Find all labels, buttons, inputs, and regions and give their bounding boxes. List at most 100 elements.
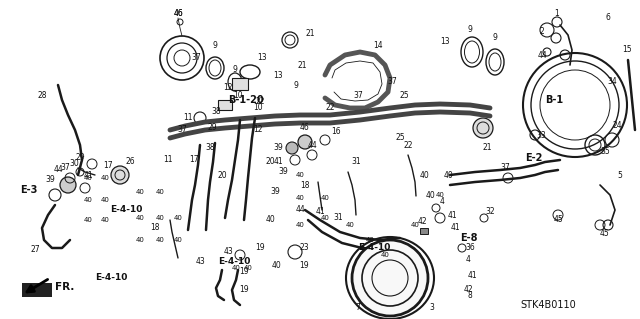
Text: 40: 40 xyxy=(365,237,374,243)
Text: 38: 38 xyxy=(205,144,215,152)
Text: 18: 18 xyxy=(300,181,310,189)
Text: 2: 2 xyxy=(540,27,545,36)
Text: 45: 45 xyxy=(599,229,609,239)
Text: 22: 22 xyxy=(325,103,335,113)
Text: 4: 4 xyxy=(465,256,470,264)
Text: 40: 40 xyxy=(136,237,145,243)
Text: E-2: E-2 xyxy=(525,153,542,163)
Text: 40: 40 xyxy=(100,197,109,203)
Text: 32: 32 xyxy=(485,207,495,217)
Text: 39: 39 xyxy=(273,144,283,152)
Text: 39: 39 xyxy=(270,188,280,197)
Text: 40: 40 xyxy=(296,222,305,228)
Text: 6: 6 xyxy=(605,13,611,23)
Text: 37: 37 xyxy=(191,54,201,63)
Text: E-3: E-3 xyxy=(20,185,37,195)
Text: 40: 40 xyxy=(296,195,305,201)
Text: 40: 40 xyxy=(265,216,275,225)
Text: 29: 29 xyxy=(75,152,85,161)
Text: B-1-20: B-1-20 xyxy=(228,95,264,105)
Text: E-4-10: E-4-10 xyxy=(110,205,142,214)
Text: 40: 40 xyxy=(271,261,281,270)
Text: 40: 40 xyxy=(156,215,164,221)
Text: 40: 40 xyxy=(321,215,330,221)
Text: STK4B0110: STK4B0110 xyxy=(520,300,576,310)
Text: 9: 9 xyxy=(493,33,497,42)
Text: 40: 40 xyxy=(420,170,430,180)
Text: 40: 40 xyxy=(296,172,305,178)
Bar xyxy=(232,78,248,90)
Text: 38: 38 xyxy=(211,108,221,116)
Text: 41: 41 xyxy=(450,224,460,233)
Text: 40: 40 xyxy=(346,222,355,228)
Text: B-1: B-1 xyxy=(545,95,563,105)
Text: 16: 16 xyxy=(331,128,341,137)
Text: 40: 40 xyxy=(156,237,164,243)
Text: 8: 8 xyxy=(468,291,472,300)
Text: FR.: FR. xyxy=(55,282,74,292)
Text: 37: 37 xyxy=(60,164,70,173)
Text: 18: 18 xyxy=(150,224,160,233)
Text: 13: 13 xyxy=(257,54,267,63)
Text: 31: 31 xyxy=(333,213,343,222)
Text: 40: 40 xyxy=(425,190,435,199)
Text: 44: 44 xyxy=(537,51,547,61)
Text: E-8: E-8 xyxy=(460,233,477,243)
Text: 19: 19 xyxy=(239,268,249,277)
Text: 25: 25 xyxy=(395,133,405,143)
Text: 37: 37 xyxy=(500,164,510,173)
Text: 1: 1 xyxy=(555,10,559,19)
Circle shape xyxy=(286,142,298,154)
Text: 40: 40 xyxy=(173,237,182,243)
Text: 22: 22 xyxy=(255,98,265,107)
Text: 40: 40 xyxy=(411,222,419,228)
Text: 41: 41 xyxy=(273,158,283,167)
Text: 37: 37 xyxy=(177,125,187,135)
Text: 9: 9 xyxy=(232,65,237,75)
Text: 17: 17 xyxy=(189,155,199,165)
Text: 12: 12 xyxy=(253,125,263,135)
Text: 10: 10 xyxy=(233,92,243,100)
Text: 45: 45 xyxy=(553,216,563,225)
Text: 39: 39 xyxy=(278,167,288,176)
Text: 14: 14 xyxy=(373,41,383,50)
Text: 20: 20 xyxy=(265,158,275,167)
Text: 43: 43 xyxy=(223,248,233,256)
Text: 46: 46 xyxy=(173,10,183,19)
Text: 21: 21 xyxy=(483,144,492,152)
Text: 44: 44 xyxy=(295,205,305,214)
Circle shape xyxy=(111,166,129,184)
Text: 41: 41 xyxy=(83,170,93,180)
Text: 40: 40 xyxy=(232,265,241,271)
Text: 46: 46 xyxy=(300,123,310,132)
Text: 40: 40 xyxy=(84,175,92,181)
Text: 41: 41 xyxy=(447,211,457,219)
Text: 39: 39 xyxy=(45,175,55,184)
Text: 40: 40 xyxy=(84,217,92,223)
Text: 10: 10 xyxy=(253,103,263,113)
Bar xyxy=(22,283,52,297)
Text: 4: 4 xyxy=(440,197,444,206)
Text: 31: 31 xyxy=(351,158,361,167)
Text: 42: 42 xyxy=(417,218,427,226)
Circle shape xyxy=(352,240,428,316)
Text: 44: 44 xyxy=(307,140,317,150)
Text: 37: 37 xyxy=(353,92,363,100)
Text: 21: 21 xyxy=(297,61,307,70)
Text: 9: 9 xyxy=(212,41,218,50)
Text: 25: 25 xyxy=(399,92,409,100)
Text: E-4-10: E-4-10 xyxy=(95,273,127,283)
Circle shape xyxy=(298,135,312,149)
Text: 30: 30 xyxy=(69,159,79,167)
Text: 40: 40 xyxy=(156,189,164,195)
Text: 19: 19 xyxy=(255,243,265,253)
Text: 33: 33 xyxy=(536,130,546,139)
Text: 35: 35 xyxy=(600,147,610,157)
Text: 28: 28 xyxy=(37,91,47,100)
Text: 40: 40 xyxy=(436,192,444,198)
Text: 34: 34 xyxy=(607,78,617,86)
Text: 40: 40 xyxy=(173,215,182,221)
Text: 24: 24 xyxy=(612,121,622,130)
Bar xyxy=(420,228,428,234)
Text: 19: 19 xyxy=(239,286,249,294)
